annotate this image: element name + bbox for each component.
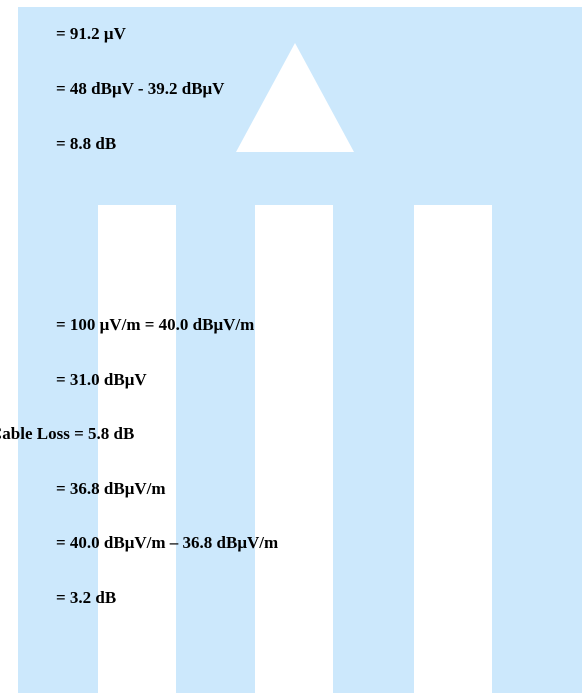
watermark-bar-left [98, 205, 176, 693]
watermark-logo [18, 7, 582, 693]
watermark-triangle [236, 43, 354, 152]
result-line-margin: = 8.8 dB [56, 134, 117, 153]
result-line-voltage: = 91.2 μV [56, 24, 126, 43]
calc-line-difference: = 48 dBμV - 39.2 dBμV [56, 79, 225, 98]
result-line-final-margin: = 3.2 dB [56, 588, 117, 607]
watermark-bar-right [414, 205, 492, 693]
calc-line-margin: = 40.0 dBμV/m – 36.8 dBμV/m [56, 533, 279, 552]
reading-line: = 31.0 dBμV [56, 370, 147, 389]
watermark-bar-middle [255, 205, 333, 693]
corrected-reading-line: = 36.8 dBμV/m [56, 479, 166, 498]
limit-line-field-strength: = 100 μV/m = 40.0 dBμV/m [56, 315, 255, 334]
cable-loss-line: Cable Loss = 5.8 dB [0, 424, 135, 443]
